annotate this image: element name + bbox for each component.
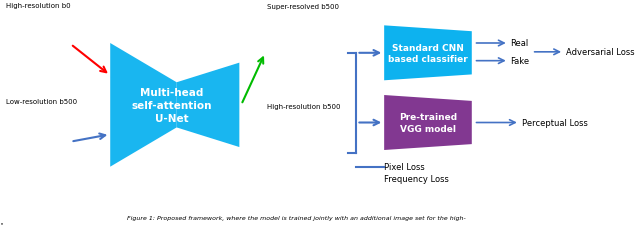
Polygon shape [384, 96, 472, 150]
Text: Pixel Loss: Pixel Loss [384, 162, 425, 171]
Text: Multi-head
self-attention
U-Net: Multi-head self-attention U-Net [132, 87, 212, 124]
Text: High-resolution b0: High-resolution b0 [6, 3, 70, 9]
Text: Standard CNN
based classifier: Standard CNN based classifier [388, 44, 468, 64]
Text: Perceptual Loss: Perceptual Loss [522, 119, 588, 127]
Text: Real: Real [511, 39, 529, 48]
Polygon shape [384, 26, 472, 81]
Text: Frequency Loss: Frequency Loss [384, 174, 449, 183]
Text: Figure 1: Proposed framework, where the model is trained jointly with an additio: Figure 1: Proposed framework, where the … [127, 215, 466, 220]
Text: High-resolution b500: High-resolution b500 [267, 103, 340, 109]
Text: Pre-trained
VGG model: Pre-trained VGG model [399, 113, 457, 133]
Polygon shape [110, 44, 177, 167]
Text: Adversarial Loss: Adversarial Loss [566, 48, 634, 57]
Text: Low-resolution b500: Low-resolution b500 [6, 98, 77, 104]
Text: Super-resolved b500: Super-resolved b500 [267, 4, 339, 10]
Text: Fake: Fake [511, 57, 530, 66]
Polygon shape [177, 63, 239, 147]
